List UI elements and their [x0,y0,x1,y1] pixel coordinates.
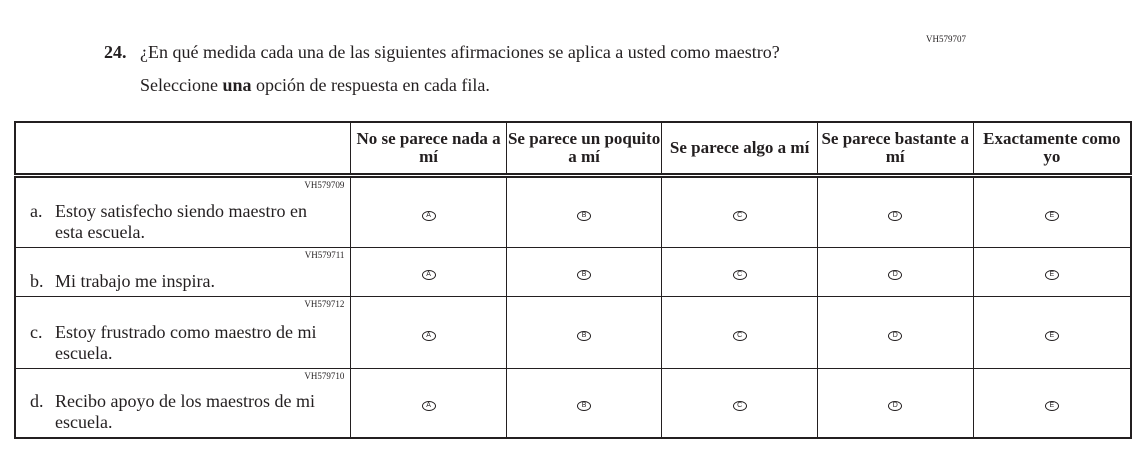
corner-cell [14,121,352,178]
table-row: VH579711 b. Mi trabajo me inspira. A B C D E [14,247,1132,297]
table-row: VH579712 c. Estoy frustrado como maestro d… [14,296,1132,369]
column-header: Se parece bastante a mí [816,121,974,178]
statement-cell: VH579712 c. Estoy frustrado como maestro d… [14,296,352,369]
option-bubble-d[interactable]: D [888,400,903,411]
item-text: Recibo apoyo de los maestros de mi escue… [55,390,315,432]
option-cell: E [972,296,1132,369]
option-bubble-a[interactable]: A [421,400,436,411]
instruction: Seleccione una opción de respuesta en ca… [140,75,490,96]
instruction-post: opción de respuesta en cada fila. [251,75,490,95]
option-bubble-e[interactable]: E [1044,270,1059,280]
option-bubble-b[interactable]: B [577,400,592,411]
option-cell: E [972,368,1132,438]
option-cell: A [350,368,507,438]
instruction-pre: Seleccione [140,75,223,95]
option-bubble-c[interactable]: C [732,330,747,341]
option-bubble-a[interactable]: A [421,270,436,280]
option-cell: C [661,247,818,297]
statement-cell: VH579711 b. Mi trabajo me inspira. [14,247,352,297]
item-text: Mi trabajo me inspira. [55,271,215,291]
statement-cell: VH579709 a. Estoy satisfecho siendo maestr… [14,175,352,248]
item-label: b. [30,271,44,291]
option-cell: D [816,296,974,369]
option-cell: E [972,247,1132,297]
option-bubble-b[interactable]: B [577,210,592,221]
item-text: Estoy frustrado como maestro de mi escue… [55,322,317,363]
option-bubble-b[interactable]: B [577,270,592,280]
option-cell: B [505,247,663,297]
option-cell: D [816,368,974,438]
item-code: VH579711 [304,250,345,260]
question-id: VH579707 [926,34,966,44]
table-row: VH579709 a. Estoy satisfecho siendo maestr… [14,175,1132,248]
item-label: d. [30,390,44,411]
item-code: VH579710 [304,371,345,381]
option-cell: D [816,247,974,297]
item-label: c. [30,322,43,342]
option-cell: A [350,175,507,248]
table-row: VH579710 d. Recibo apoyo de los maestros d… [14,368,1132,438]
option-bubble-d[interactable]: D [888,210,903,221]
response-grid: No se parece nada a mí Se parece un poqui… [14,121,1132,439]
option-cell: A [350,296,507,369]
item-code: VH579712 [304,299,345,309]
option-bubble-e[interactable]: E [1044,210,1059,221]
question-number: 24. [104,42,127,62]
option-bubble-b[interactable]: B [577,330,592,341]
option-bubble-c[interactable]: C [732,210,747,221]
item-text: Estoy satisfecho siendo maestro en esta … [55,201,307,242]
option-bubble-e[interactable]: E [1044,400,1059,411]
option-cell: B [505,368,663,438]
option-cell: C [661,368,818,438]
option-bubble-d[interactable]: D [888,270,903,280]
option-bubble-a[interactable]: A [421,210,436,221]
option-bubble-a[interactable]: A [421,330,436,341]
option-bubble-c[interactable]: C [732,270,747,280]
option-cell: B [505,175,663,248]
option-cell: E [972,175,1132,248]
statement-cell: VH579710 d. Recibo apoyo de los maestros d… [14,368,352,438]
item-label: a. [30,201,43,221]
item-code: VH579709 [304,180,345,190]
instruction-bold: una [222,75,252,95]
option-bubble-c[interactable]: C [732,400,747,411]
option-cell: C [661,296,818,369]
question-text: ¿En qué medida cada una de las siguiente… [140,42,780,62]
column-header: Exactamente como yo [972,121,1132,178]
column-header: No se parece nada a mí [350,121,507,178]
option-bubble-e[interactable]: E [1044,330,1059,341]
option-cell: B [505,296,663,369]
option-cell: C [661,175,818,248]
column-header: Se parece un poquito a mí [505,121,663,178]
option-cell: A [350,247,507,297]
option-cell: D [816,175,974,248]
option-bubble-d[interactable]: D [888,330,903,341]
column-header: Se parece algo a mí [661,121,818,178]
